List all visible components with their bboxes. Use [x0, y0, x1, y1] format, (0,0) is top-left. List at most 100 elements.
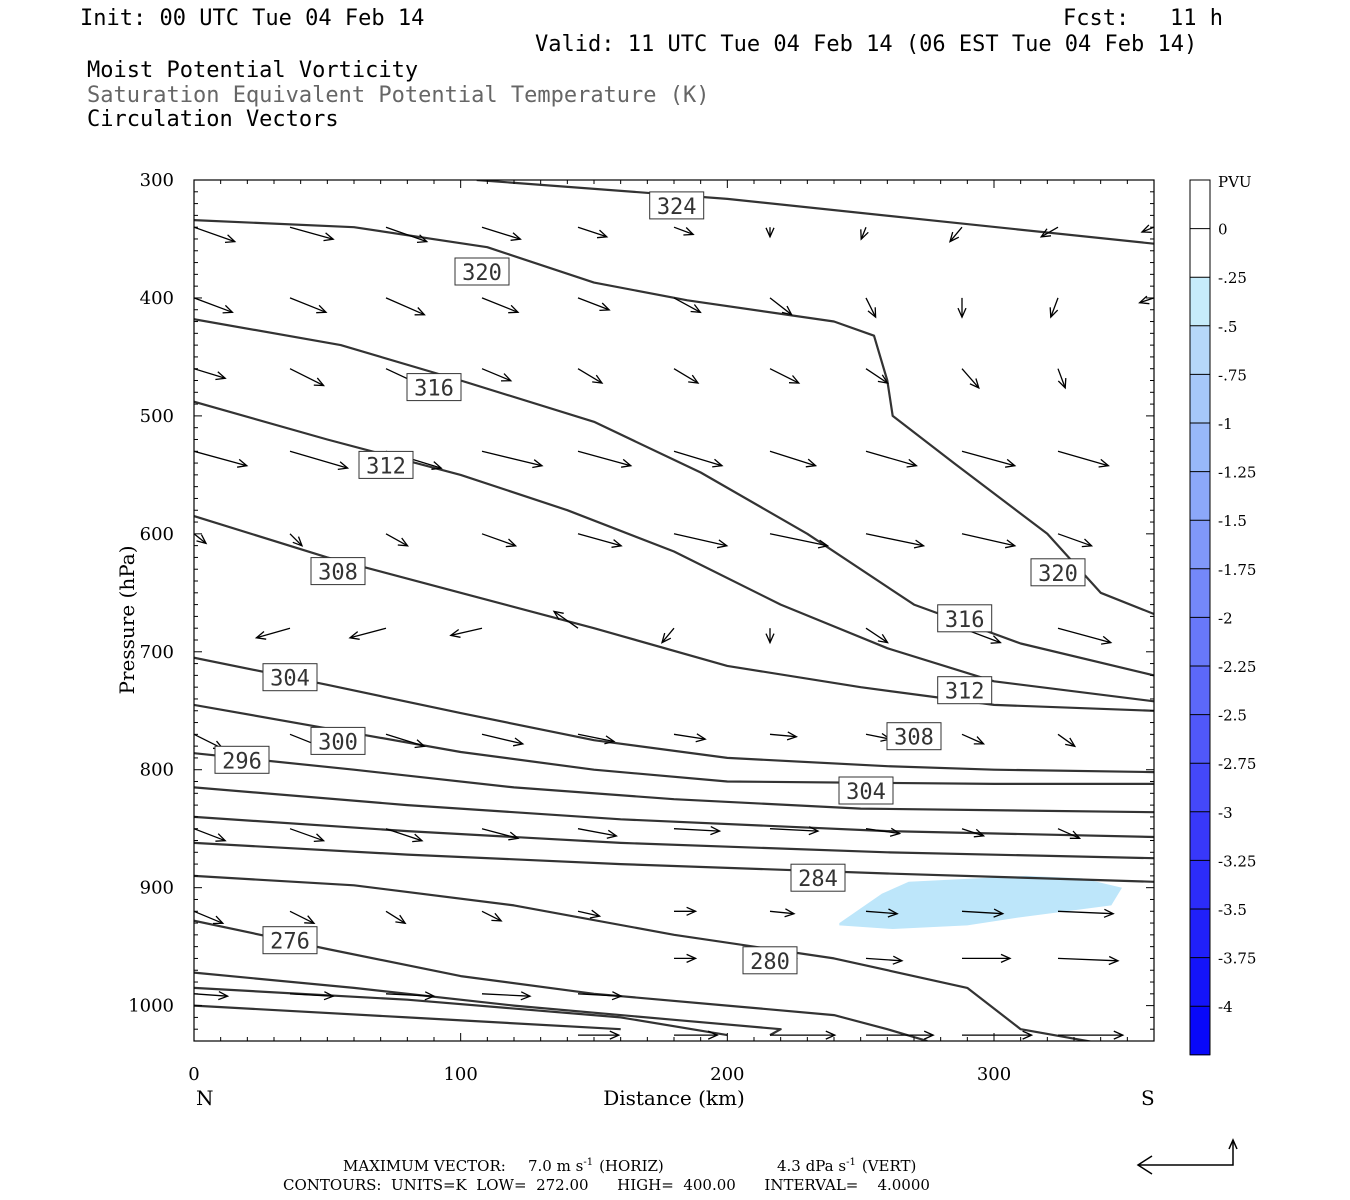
circulation-vector [481, 226, 522, 241]
vector-shaft [577, 993, 622, 997]
circulation-vector [194, 226, 237, 244]
vector-head [712, 458, 724, 468]
vector-shaft [661, 627, 675, 644]
circulation-vector [385, 991, 436, 1001]
contour-label: 284 [790, 863, 846, 892]
colorbar-swatch [1190, 666, 1210, 716]
circulation-vector [481, 733, 525, 747]
vector-head [611, 539, 623, 548]
circulation-vector [385, 297, 426, 316]
vector-shaft [865, 297, 877, 318]
vector-head [424, 991, 436, 1001]
vector-shaft [385, 226, 428, 243]
circulation-vector [769, 533, 830, 549]
circulation-vector [1057, 450, 1110, 468]
circulation-vector [481, 910, 503, 922]
contour-label: 308 [310, 557, 366, 586]
vector-shaft [673, 733, 706, 740]
valid-time: Valid: 11 UTC Tue 04 Feb 14 (06 EST Tue … [535, 32, 1197, 57]
vector-head [877, 374, 889, 384]
colorbar-swatch [1190, 860, 1210, 910]
vector-head [323, 232, 335, 242]
circulation-vector [385, 910, 407, 925]
circulation-vector [1140, 224, 1154, 233]
vector-head [825, 1030, 837, 1040]
contour-label-text: 312 [945, 680, 985, 705]
field-title-theta: Saturation Equivalent Potential Temperat… [87, 83, 710, 108]
circulation-vector [961, 533, 1017, 549]
contour-info: CONTOURS: UNITS=K LOW= 272.00 HIGH= 400.… [283, 1176, 930, 1194]
theta-contour-292 [194, 786, 1154, 839]
contour-label-box [358, 450, 414, 479]
vector-head [414, 307, 426, 316]
circulation-vector [769, 826, 820, 836]
circulation-vector [194, 991, 230, 1001]
circulation-vector [194, 297, 234, 314]
circulation-vector [673, 368, 700, 384]
vector-shaft [577, 828, 617, 837]
vector-shaft [1057, 733, 1076, 747]
circulation-vector [577, 909, 602, 919]
vector-shaft [1057, 368, 1066, 389]
circulation-vector [865, 827, 902, 837]
colorbar-swatch [1190, 957, 1210, 1007]
vector-shaft [673, 226, 694, 236]
vector-head [688, 374, 700, 384]
circulation-vector [769, 450, 818, 468]
vector-head [860, 229, 869, 241]
theta-contour-276 [194, 919, 928, 1041]
contour-label-text: 308 [894, 726, 934, 751]
vector-head [660, 632, 672, 644]
vector-shaft [385, 297, 425, 316]
circulation-vector [289, 910, 316, 925]
contour-label-text: 304 [846, 780, 886, 805]
vector-head [716, 539, 729, 549]
vector-head [491, 912, 503, 922]
vector-head [397, 537, 409, 547]
circulation-vector [289, 450, 350, 471]
vector-head [867, 307, 877, 319]
theta-contour-272 [194, 971, 782, 1037]
circulation-vector [1057, 955, 1120, 966]
colorbar-swatch [1190, 180, 1210, 230]
vector-head [520, 991, 532, 1001]
contour-label-box [214, 745, 270, 774]
vector-head [552, 610, 564, 621]
vector-shaft [481, 733, 523, 745]
vector-head [973, 736, 986, 745]
circulation-vector [660, 627, 675, 644]
colorbar-label: -2 [1218, 609, 1233, 627]
vector-shaft [481, 533, 516, 547]
vector-shaft [194, 368, 226, 379]
circulation-vector [289, 368, 326, 387]
vector-head [948, 231, 960, 243]
vector-head [1057, 378, 1067, 390]
circulation-vector [769, 731, 798, 741]
circulation-vector [577, 450, 633, 468]
vector-shaft [553, 610, 579, 629]
vector-shaft [385, 733, 425, 747]
vector-shaft [1057, 828, 1080, 839]
vector-head [906, 458, 918, 468]
vector-head [710, 826, 722, 836]
max-vector-horizontal: 7.0 m s-1 (HORIZ) [528, 1157, 664, 1175]
circulation-vector [769, 297, 793, 316]
colorbar-unit-label: PVU [1218, 173, 1252, 191]
vector-shaft [450, 627, 483, 637]
vector-head [690, 304, 702, 314]
vector-head [337, 461, 350, 471]
vector-shaft [769, 733, 797, 738]
vector-head [1140, 224, 1152, 233]
vector-head [957, 307, 967, 319]
contour-label-text: 324 [657, 195, 697, 220]
vector-shaft [769, 533, 828, 547]
vector-head [431, 461, 443, 470]
vector-shaft [673, 533, 727, 547]
theta-contour-324 [476, 180, 1154, 245]
vector-head [412, 833, 424, 843]
colorbar-swatch [1190, 374, 1210, 424]
vector-shaft [1057, 957, 1119, 962]
vector-shaft [1057, 627, 1111, 644]
vector-head [313, 377, 326, 387]
vector-shaft [961, 368, 980, 389]
